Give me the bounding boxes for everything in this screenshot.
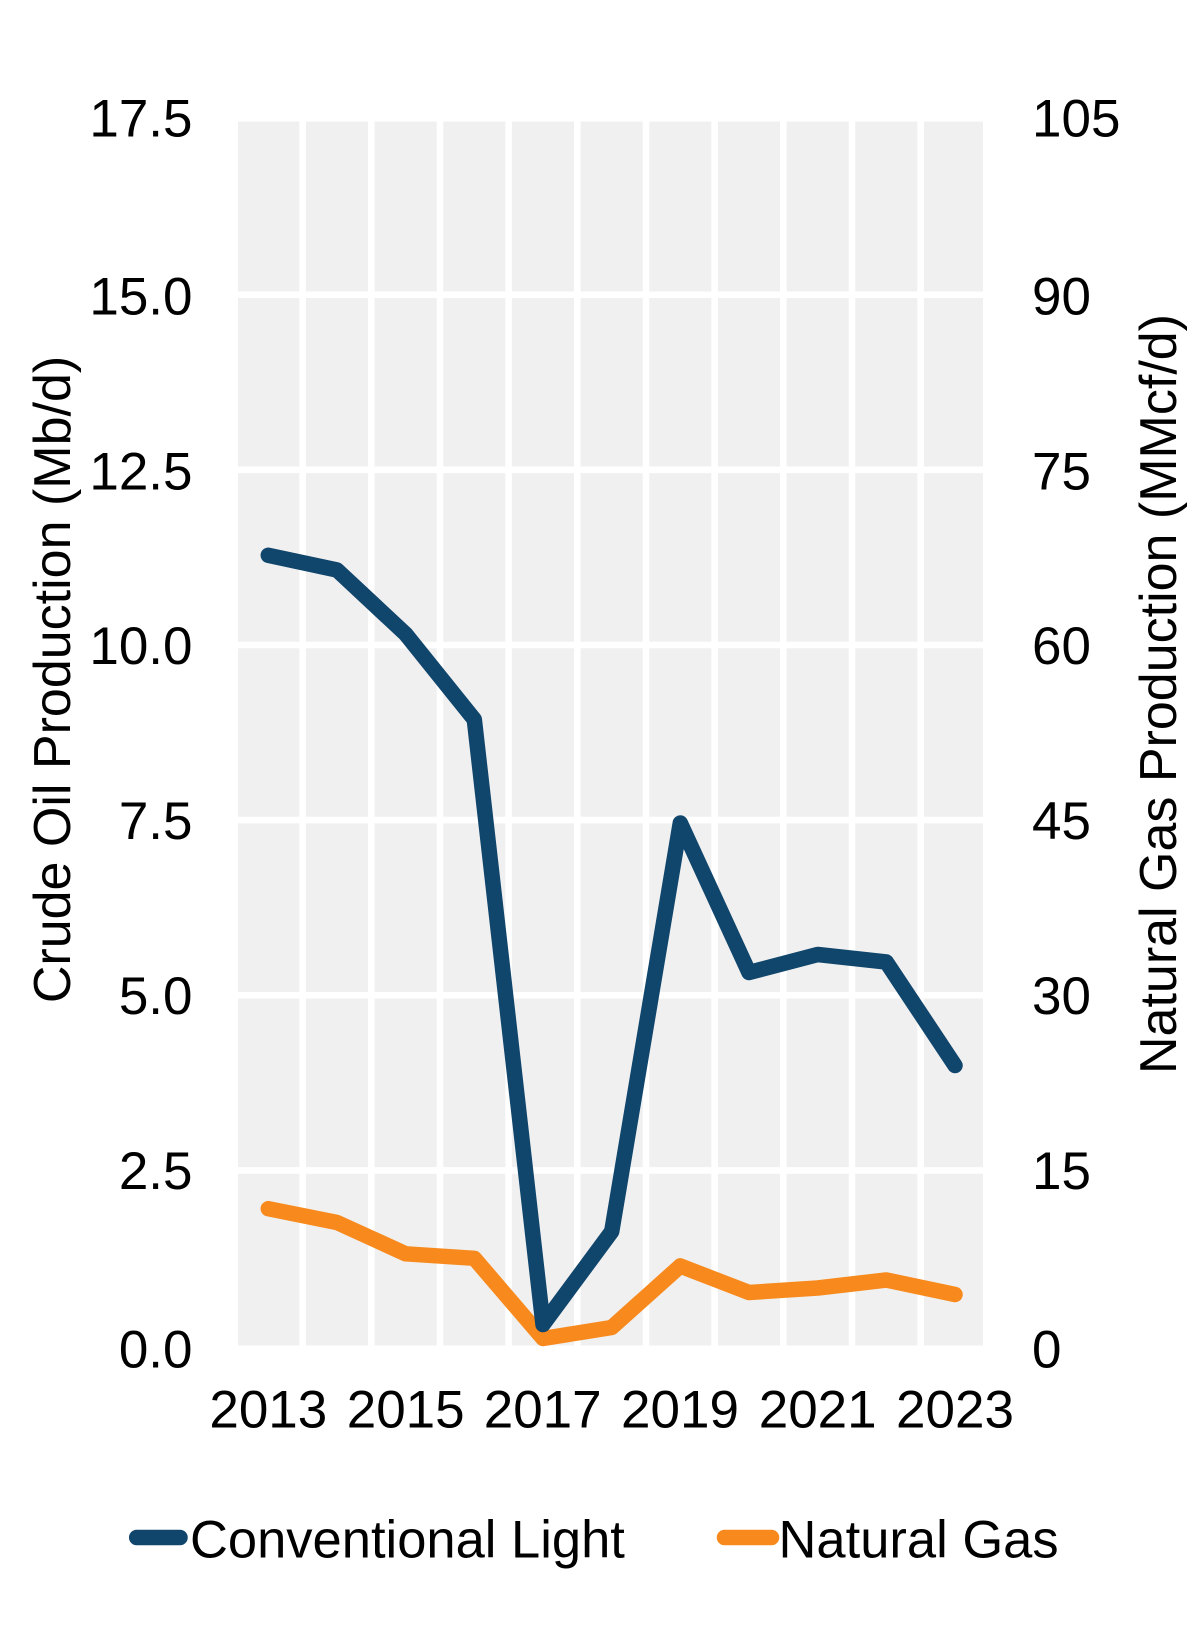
svg-text:10.0: 10.0 <box>89 617 192 676</box>
svg-text:2019: 2019 <box>621 1381 739 1440</box>
svg-text:5.0: 5.0 <box>119 967 193 1026</box>
svg-text:90: 90 <box>1032 268 1091 327</box>
svg-text:75: 75 <box>1032 443 1091 502</box>
svg-text:2017: 2017 <box>484 1381 602 1440</box>
svg-text:2021: 2021 <box>759 1381 877 1440</box>
svg-text:0: 0 <box>1032 1320 1061 1379</box>
svg-text:15: 15 <box>1032 1142 1091 1201</box>
svg-text:2023: 2023 <box>896 1381 1014 1440</box>
svg-text:Natural Gas: Natural Gas <box>779 1511 1059 1570</box>
svg-text:2015: 2015 <box>347 1381 465 1440</box>
svg-text:45: 45 <box>1032 792 1091 851</box>
svg-text:2.5: 2.5 <box>119 1142 193 1201</box>
svg-text:15.0: 15.0 <box>89 268 192 327</box>
svg-text:7.5: 7.5 <box>119 792 193 851</box>
svg-text:12.5: 12.5 <box>89 443 192 502</box>
svg-text:30: 30 <box>1032 967 1091 1026</box>
svg-text:Natural Gas Production (MMcf/d: Natural Gas Production (MMcf/d) <box>1130 314 1188 1074</box>
svg-text:17.5: 17.5 <box>89 90 192 149</box>
svg-text:Crude Oil Production (Mb/d): Crude Oil Production (Mb/d) <box>24 356 82 1003</box>
svg-text:Conventional Light: Conventional Light <box>190 1511 625 1570</box>
svg-text:0.0: 0.0 <box>119 1320 193 1379</box>
svg-text:2013: 2013 <box>209 1381 327 1440</box>
svg-text:105: 105 <box>1032 90 1120 149</box>
svg-text:60: 60 <box>1032 617 1091 676</box>
